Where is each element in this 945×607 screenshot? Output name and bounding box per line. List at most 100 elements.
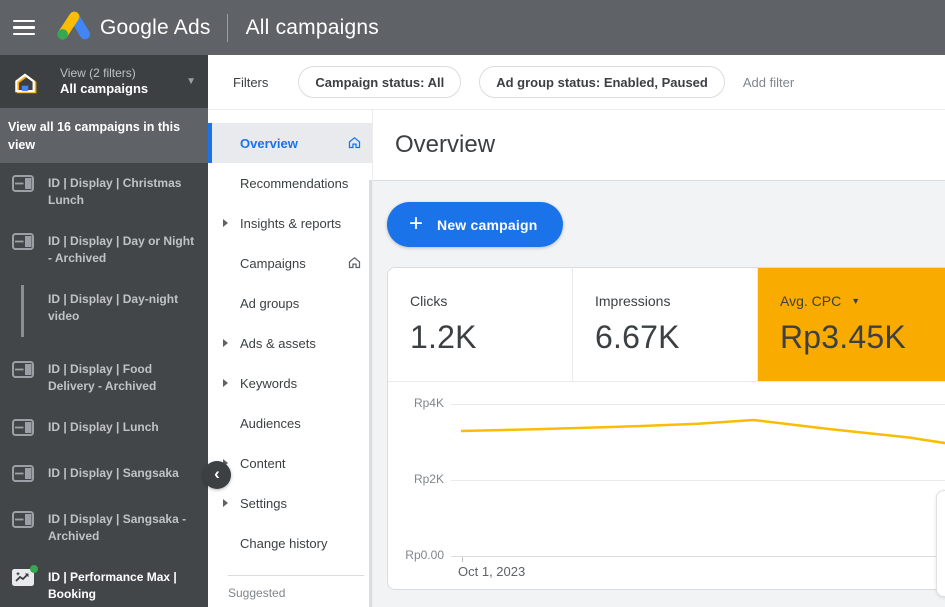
nav-item-label: Audiences xyxy=(240,415,301,431)
campaign-type-display-icon xyxy=(12,361,36,395)
plus-icon: + xyxy=(409,209,424,237)
campaign-item[interactable]: ID | Display | Sangsaka - Archived xyxy=(0,499,208,557)
scorecard-clicks: Clicks 1.2K xyxy=(388,268,573,381)
nav-item-ad-groups[interactable]: Ad groups xyxy=(208,283,372,323)
campaign-item[interactable]: ID | Display | Food Delivery - Archived xyxy=(0,349,208,407)
nav-item-label: Ads & assets xyxy=(240,335,316,351)
scorecard-label-text: Impressions xyxy=(595,293,671,309)
nav-item-campaigns[interactable]: Campaigns xyxy=(208,243,372,283)
campaign-type-sub-icon xyxy=(12,285,36,337)
y-axis-tick-label: Rp4K xyxy=(413,396,444,411)
scorecard-label-text: Clicks xyxy=(410,293,448,309)
chart-area: Oct 1, 2023 Rp0.00 Rp2K Rp4K xyxy=(388,382,945,589)
nav-item-overview[interactable]: Overview xyxy=(208,123,372,163)
home-icon xyxy=(347,135,362,155)
nav-scrollbar[interactable] xyxy=(369,180,372,607)
nav-item-ads-assets[interactable]: Ads & assets xyxy=(208,323,372,363)
expand-arrow-icon[interactable] xyxy=(223,339,228,347)
nav-divider xyxy=(228,575,364,576)
campaign-item[interactable]: ID | Display | Day-night video xyxy=(0,279,208,349)
nav-item-keywords[interactable]: Keywords xyxy=(208,363,372,403)
avg-cpc-line-chart xyxy=(461,418,945,445)
campaign-list: ID | Display | Christmas Lunch ID | Displ… xyxy=(0,163,208,607)
chevron-down-icon[interactable]: ▼ xyxy=(186,76,196,87)
x-axis-tick xyxy=(462,556,463,562)
nav-item-label: Overview xyxy=(240,135,298,151)
scorecard-avg-cpc[interactable]: Avg. CPC ▼ Rp3.45K xyxy=(758,268,945,381)
nav-item-settings[interactable]: Settings xyxy=(208,483,372,523)
campaign-item[interactable]: ID | Display | Day or Night - Archived xyxy=(0,221,208,279)
campaign-type-performance-icon xyxy=(12,565,38,603)
scorecard-label: Clicks xyxy=(410,293,572,309)
campaign-label: ID | Display | Sangsaka xyxy=(48,466,179,480)
scorecard-value: 1.2K xyxy=(410,319,477,355)
page-navigation: Overview Recommendations Insights & report… xyxy=(208,110,373,607)
new-campaign-label: New campaign xyxy=(437,216,538,233)
scorecard-row: Clicks 1.2K Impressions 6.67K Avg. CPC ▼ Rp3.4… xyxy=(388,268,945,382)
campaign-type-display-icon xyxy=(12,233,36,267)
cutoff-card-edge xyxy=(936,490,945,597)
nav-section-suggested-label: Suggested xyxy=(228,586,286,600)
menu-hamburger-icon[interactable] xyxy=(13,19,35,36)
enabled-status-dot xyxy=(30,565,38,573)
campaign-label: ID | Display | Sangsaka - Archived xyxy=(48,512,187,543)
y-axis-tick-label: Rp2K xyxy=(413,472,444,487)
campaign-item[interactable]: ID | Display | Lunch xyxy=(0,407,208,453)
view-filters-label: View (2 filters) xyxy=(60,66,136,80)
scorecard-value: 6.67K xyxy=(595,319,680,355)
scorecard-label: Avg. CPC ▼ xyxy=(780,293,945,309)
campaign-label: ID | Display | Food Delivery - Archived xyxy=(48,362,157,393)
page-header: Overview xyxy=(373,110,945,181)
chevron-left-icon: ‹ xyxy=(214,464,220,483)
expand-arrow-icon[interactable] xyxy=(223,379,228,387)
add-filter-button[interactable]: Add filter xyxy=(742,74,795,90)
filter-chip-ad-group-status[interactable]: Ad group status: Enabled, Paused xyxy=(479,66,725,98)
nav-item-audiences[interactable]: Audiences xyxy=(208,403,372,443)
campaign-item[interactable]: ID | Display | Christmas Lunch xyxy=(0,163,208,221)
campaign-label: ID | Display | Lunch xyxy=(48,420,159,434)
campaign-type-display-icon xyxy=(12,511,36,545)
topbar-section-title: All campaigns xyxy=(245,15,379,39)
nav-item-label: Keywords xyxy=(240,375,298,391)
filter-chip-campaign-status[interactable]: Campaign status: All xyxy=(298,66,462,98)
expand-arrow-icon[interactable] xyxy=(223,219,228,227)
nav-item-change-history[interactable]: Change history xyxy=(208,523,372,563)
collapse-sidebar-button[interactable]: ‹ xyxy=(203,461,231,489)
scorecard-value: Rp3.45K xyxy=(780,319,906,355)
top-app-bar: Google Ads All campaigns xyxy=(0,0,945,55)
y-axis-tick-label: Rp0.00 xyxy=(405,548,444,562)
view-selector-text: View (2 filters) All campaigns xyxy=(60,66,148,97)
nav-item-content[interactable]: Content xyxy=(208,443,372,483)
nav-item-label: Recommendations xyxy=(240,175,349,191)
home-icon xyxy=(347,255,362,275)
nav-item-insights-reports[interactable]: Insights & reports xyxy=(208,203,372,243)
filter-bar: Filters Campaign status: All Ad group st… xyxy=(208,55,945,110)
sub-campaign-indent-bar xyxy=(21,285,24,337)
expand-arrow-icon[interactable] xyxy=(223,499,228,507)
new-campaign-button[interactable]: + New campaign xyxy=(387,202,564,247)
filters-label: Filters xyxy=(233,74,269,90)
overview-content: + New campaign Clicks 1.2K Impressions 6.67… xyxy=(373,181,945,607)
nav-item-label: Settings xyxy=(240,495,287,511)
nav-item-label: Content xyxy=(240,455,286,471)
campaign-label: ID | Display | Day or Night - Archived xyxy=(48,234,195,265)
nav-item-label: Insights & reports xyxy=(240,215,342,231)
nav-item-recommendations[interactable]: Recommendations xyxy=(208,163,372,203)
campaign-label: ID | Display | Day-night video xyxy=(48,292,179,323)
topbar-divider xyxy=(226,13,228,42)
home-icon[interactable] xyxy=(12,70,37,94)
google-ads-logo-icon[interactable] xyxy=(53,9,90,46)
performance-summary-card: Clicks 1.2K Impressions 6.67K Avg. CPC ▼ Rp3.4… xyxy=(387,267,945,590)
y-gridline xyxy=(451,555,945,557)
campaign-item[interactable]: ID | Display | Sangsaka xyxy=(0,453,208,499)
campaign-label: ID | Display | Christmas Lunch xyxy=(48,176,182,207)
nav-item-label: Change history xyxy=(240,535,328,551)
x-axis-label: Oct 1, 2023 xyxy=(458,564,526,579)
scorecard-label-text: Avg. CPC xyxy=(780,293,842,309)
campaign-item[interactable]: ID | Performance Max | Booking xyxy=(0,557,208,607)
nav-item-label: Campaigns xyxy=(240,255,306,271)
view-selector[interactable]: View (2 filters) All campaigns ▼ xyxy=(0,55,208,108)
metric-dropdown-caret-icon[interactable]: ▼ xyxy=(851,296,861,306)
main-content: Overview + New campaign Clicks 1.2K Impres… xyxy=(373,110,945,607)
scorecard-impressions: Impressions 6.67K xyxy=(573,268,758,381)
